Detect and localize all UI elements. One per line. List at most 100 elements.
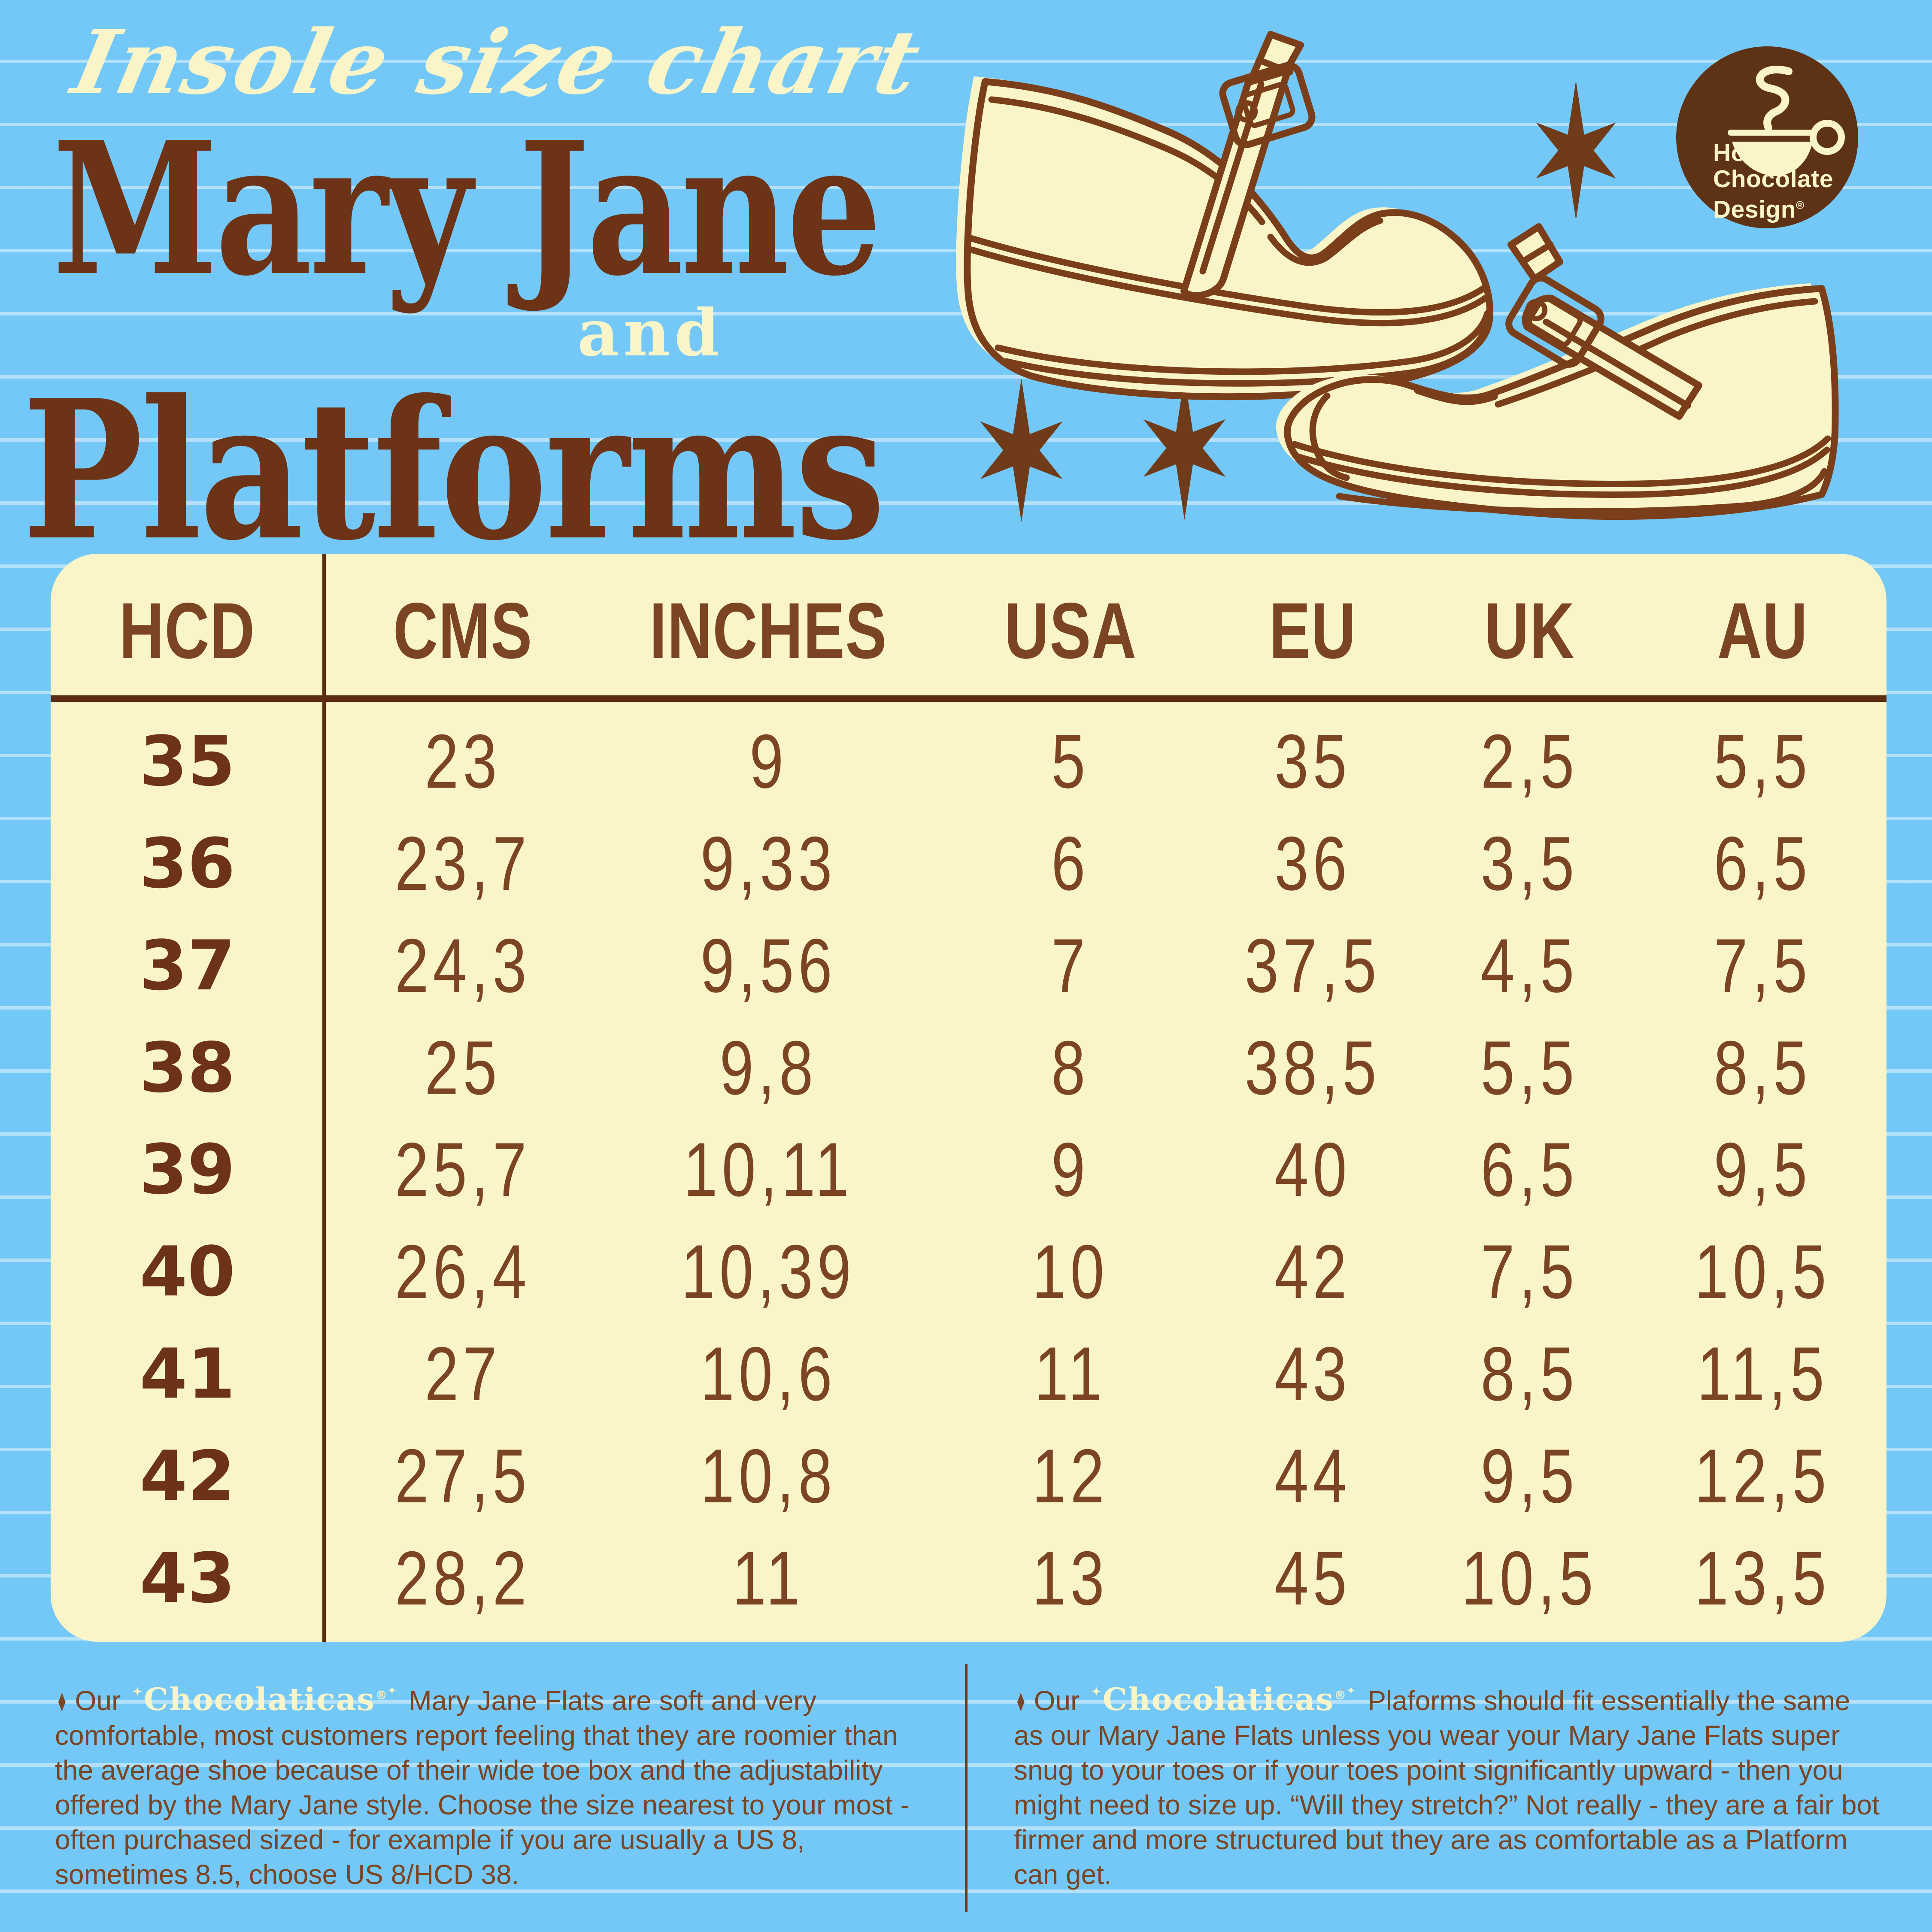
size-row: 40 26,4 10,39 10 42 7,5 10,5 xyxy=(51,1221,1887,1323)
column-header-cms: CMS xyxy=(393,587,533,675)
size-value-cell: 5 xyxy=(1051,719,1090,804)
main-title-mary-jane: Mary Jane xyxy=(52,102,882,316)
platform-shoe xyxy=(956,31,1493,400)
size-value-cell: 11 xyxy=(1034,1331,1107,1417)
size-row: 38 25 9,8 8 38,5 5,5 8,5 xyxy=(51,1016,1887,1119)
size-value-cell: 9,8 xyxy=(719,1025,818,1110)
size-value-cell: 9,56 xyxy=(700,922,837,1008)
hcd-size-cell: 36 xyxy=(140,823,235,904)
size-value-cell: 5,5 xyxy=(1480,1025,1579,1110)
size-value-cell: 10,39 xyxy=(681,1229,856,1315)
size-value-cell: 9 xyxy=(749,719,788,804)
wedge-shoe xyxy=(1276,223,1839,520)
size-value-cell: 13 xyxy=(1032,1535,1109,1621)
size-value-cell: 13,5 xyxy=(1694,1535,1831,1621)
title-conjunction: and xyxy=(577,295,724,371)
size-value-cell: 8 xyxy=(1051,1025,1090,1110)
size-value-cell: 44 xyxy=(1274,1433,1351,1519)
chocolaticas-brand: Chocolaticas® xyxy=(128,1681,401,1717)
hcd-size-cell: 38 xyxy=(140,1027,235,1108)
size-value-cell: 10 xyxy=(1032,1229,1109,1315)
size-chart-table: HCD CMS INCHES USA EU UK AU 35 23 9 5 35 2,5 5… xyxy=(51,554,1887,1642)
column-header-eu: EU xyxy=(1269,587,1357,675)
column-header-uk: UK xyxy=(1484,587,1575,675)
size-value-cell: 7 xyxy=(1051,922,1090,1008)
table-vertical-divider xyxy=(322,554,326,1642)
size-value-cell: 10,5 xyxy=(1694,1229,1831,1315)
column-header-inches: INCHES xyxy=(649,587,888,675)
size-row: 39 25,7 10,11 9 40 6,5 9,5 xyxy=(51,1119,1887,1221)
size-value-cell: 12 xyxy=(1032,1433,1109,1519)
size-value-cell: 27,5 xyxy=(394,1433,531,1519)
logo-text: Hot Chocolate Design® xyxy=(1713,139,1834,223)
diamond-bullet: ♦ xyxy=(58,1683,67,1719)
hot-chocolate-cup-icon xyxy=(1728,66,1845,176)
table-header-row: HCD CMS INCHES USA EU UK AU xyxy=(51,579,1887,682)
size-value-cell: 11,5 xyxy=(1697,1331,1829,1417)
size-value-cell: 7,5 xyxy=(1480,1229,1579,1315)
size-value-cell: 7,5 xyxy=(1714,922,1812,1008)
size-value-cell: 23 xyxy=(424,719,501,804)
six-pointed-star-icon xyxy=(1143,376,1226,520)
size-value-cell: 25 xyxy=(424,1025,501,1110)
size-chart-body: 35 23 9 5 35 2,5 5,5 36 23,7 9,33 6 36 3,5 6,5 37 24,3 9… xyxy=(51,702,1887,1629)
size-value-cell: 9 xyxy=(1051,1127,1090,1213)
size-value-cell: 11 xyxy=(732,1535,805,1621)
size-row: 43 28,2 11 13 45 10,5 13,5 xyxy=(51,1527,1887,1629)
size-value-cell: 36 xyxy=(1274,821,1351,907)
hcd-size-cell: 40 xyxy=(140,1231,235,1312)
size-value-cell: 10,8 xyxy=(700,1433,837,1519)
column-header-hcd: HCD xyxy=(119,587,256,675)
size-row: 41 27 10,6 11 43 8,5 11,5 xyxy=(51,1323,1887,1425)
hcd-size-cell: 37 xyxy=(140,925,235,1006)
size-value-cell: 27 xyxy=(424,1331,501,1417)
size-value-cell: 5,5 xyxy=(1714,719,1812,804)
size-value-cell: 4,5 xyxy=(1480,922,1579,1008)
size-row: 37 24,3 9,56 7 37,5 4,5 7,5 xyxy=(51,915,1887,1017)
size-value-cell: 6,5 xyxy=(1714,821,1812,907)
chocolaticas-brand: Chocolaticas® xyxy=(1087,1681,1360,1717)
main-title-platforms: Platforms xyxy=(22,358,886,582)
size-value-cell: 6 xyxy=(1051,821,1090,907)
hot-chocolate-design-logo: Hot Chocolate Design® xyxy=(1676,46,1858,228)
size-value-cell: 40 xyxy=(1274,1127,1351,1213)
table-header-divider xyxy=(51,695,1887,702)
size-value-cell: 10,11 xyxy=(683,1127,854,1213)
platforms-footnote: ♦Our Chocolaticas® Plaforms should fit e… xyxy=(1014,1681,1885,1892)
size-value-cell: 25,7 xyxy=(394,1127,531,1213)
size-value-cell: 35 xyxy=(1274,719,1351,804)
size-value-cell: 9,33 xyxy=(700,821,837,907)
hcd-size-cell: 43 xyxy=(140,1538,235,1618)
size-value-cell: 38,5 xyxy=(1244,1025,1381,1110)
size-value-cell: 8,5 xyxy=(1480,1331,1579,1417)
size-value-cell: 3,5 xyxy=(1480,821,1579,907)
size-value-cell: 26,4 xyxy=(394,1229,531,1315)
hcd-size-cell: 42 xyxy=(140,1435,235,1516)
six-pointed-star-icon xyxy=(1536,80,1616,221)
size-value-cell: 6,5 xyxy=(1480,1127,1579,1213)
size-value-cell: 8,5 xyxy=(1714,1025,1812,1110)
hcd-size-cell: 41 xyxy=(140,1334,235,1414)
size-value-cell: 10,6 xyxy=(700,1331,837,1417)
size-value-cell: 42 xyxy=(1274,1229,1351,1315)
size-row: 35 23 9 5 35 2,5 5,5 xyxy=(51,710,1887,813)
size-value-cell: 9,5 xyxy=(1714,1127,1812,1213)
size-value-cell: 10,5 xyxy=(1461,1535,1598,1621)
size-value-cell: 23,7 xyxy=(394,821,531,907)
size-value-cell: 37,5 xyxy=(1244,922,1381,1008)
size-value-cell: 2,5 xyxy=(1480,719,1579,804)
size-row: 36 23,7 9,33 6 36 3,5 6,5 xyxy=(51,813,1887,915)
size-value-cell: 24,3 xyxy=(394,922,531,1008)
size-value-cell: 12,5 xyxy=(1694,1433,1831,1519)
diamond-bullet: ♦ xyxy=(1016,1683,1025,1719)
size-value-cell: 9,5 xyxy=(1480,1433,1579,1519)
mary-jane-flats-footnote: ♦Our Chocolaticas® Mary Jane Flats are s… xyxy=(55,1681,933,1892)
column-header-au: AU xyxy=(1717,587,1808,675)
footnote-divider xyxy=(965,1664,968,1912)
script-title: Insole size chart xyxy=(64,11,930,114)
size-value-cell: 45 xyxy=(1274,1535,1351,1621)
size-row: 42 27,5 10,8 12 44 9,5 12,5 xyxy=(51,1425,1887,1527)
size-value-cell: 28,2 xyxy=(394,1535,531,1621)
size-value-cell: 43 xyxy=(1274,1331,1351,1417)
